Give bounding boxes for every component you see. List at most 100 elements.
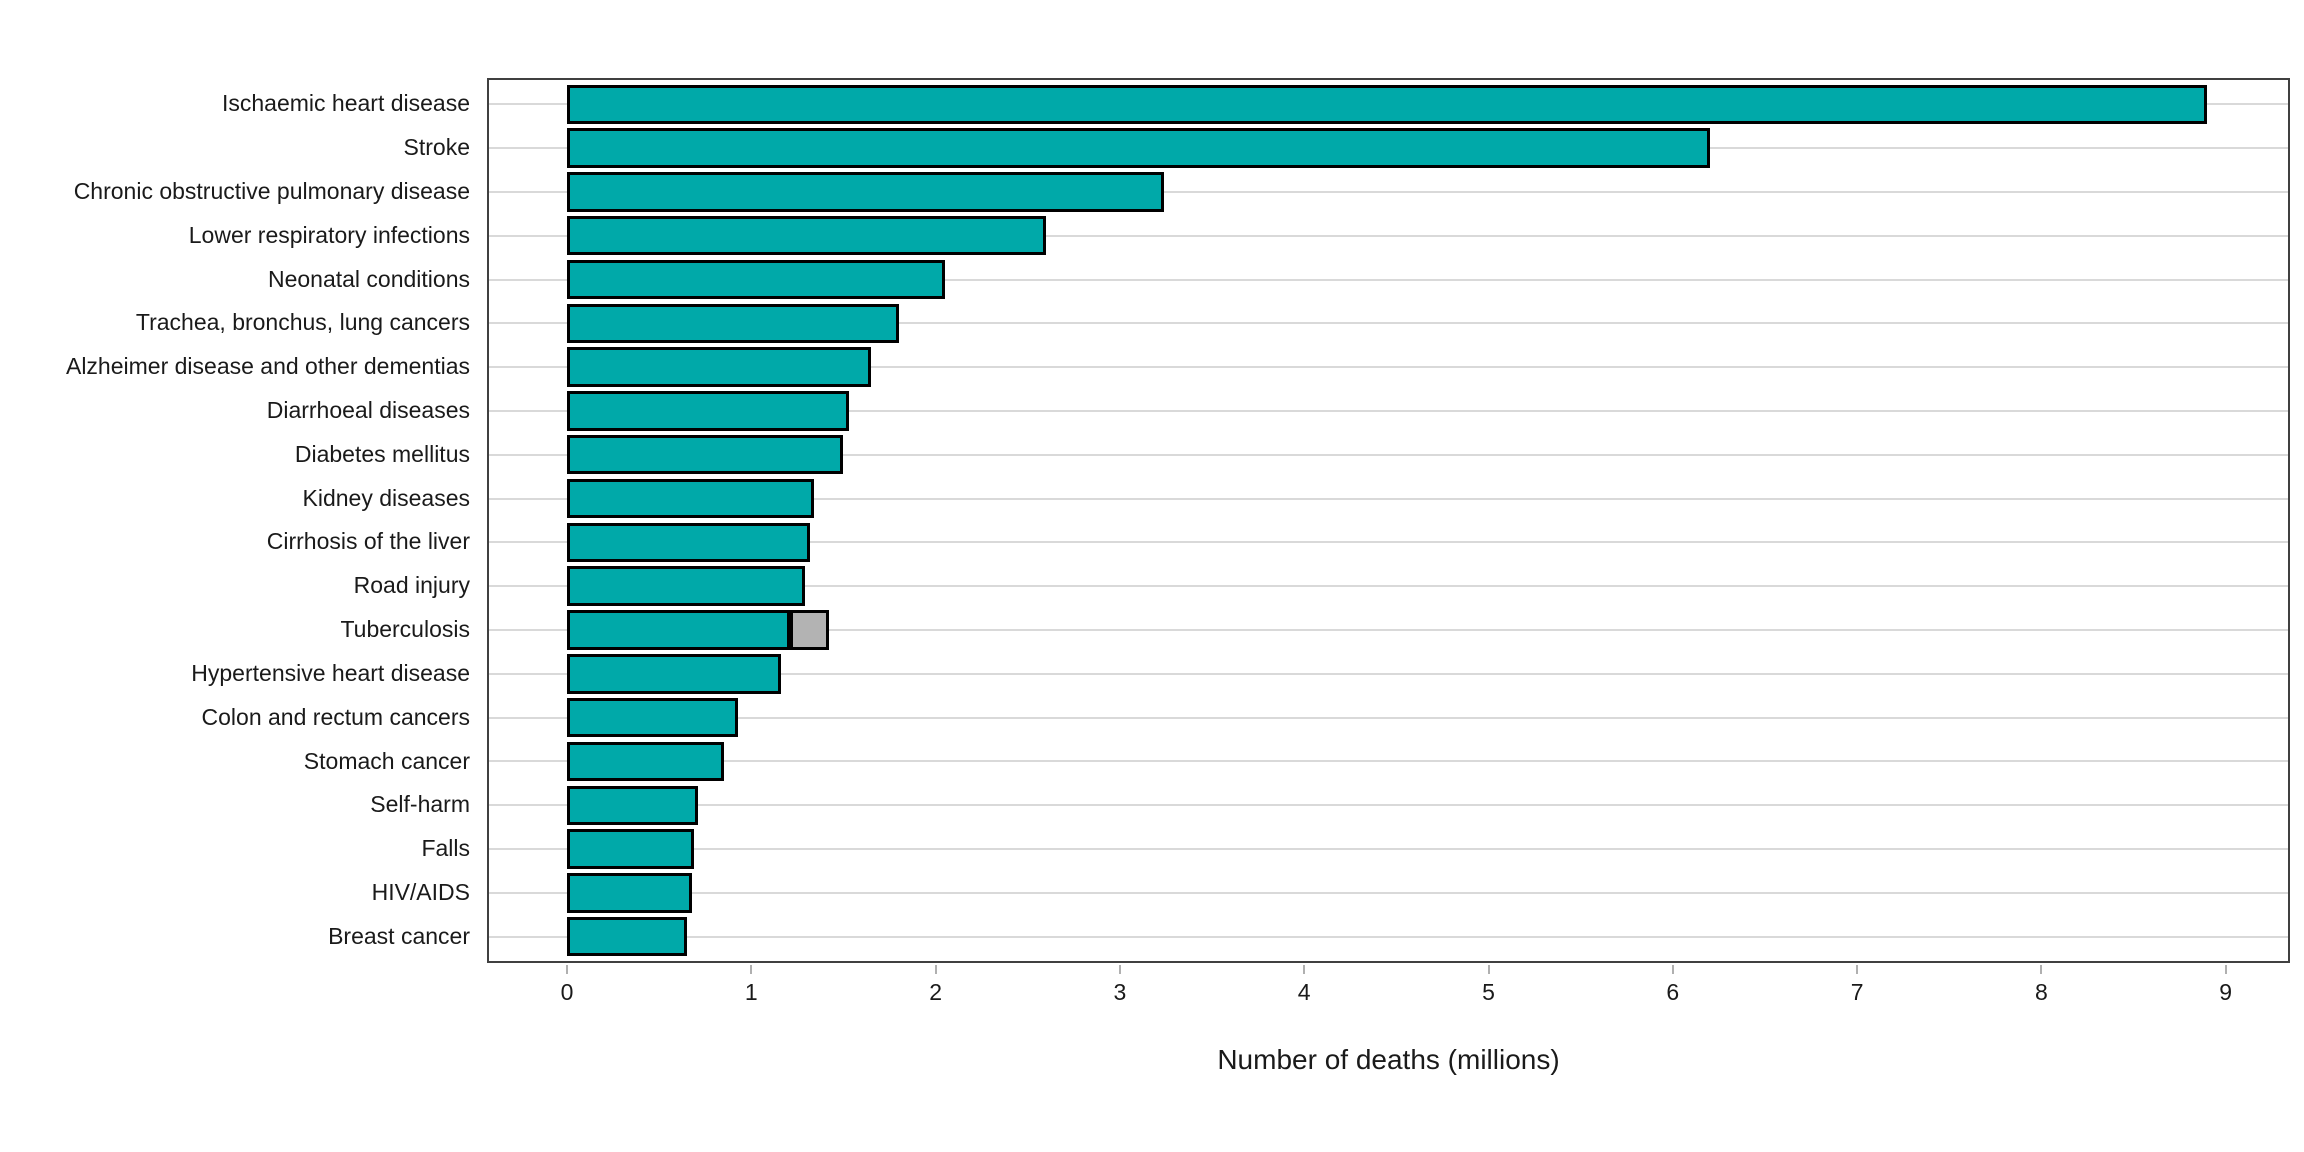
gridline <box>487 541 2290 544</box>
x-tick-label: 5 <box>1482 979 1495 1005</box>
bar-cirrhosis-of-the-liver <box>567 522 811 563</box>
gridline <box>487 190 2290 193</box>
bar-lower-respiratory-infections <box>567 216 1047 256</box>
gridline <box>487 672 2290 675</box>
chart-row: Alzheimer disease and other dementias <box>0 345 2304 389</box>
category-label: Chronic obstructive pulmonary disease <box>73 178 470 204</box>
x-tick-label: 8 <box>2034 979 2048 1005</box>
category-label: Breast cancer <box>328 922 470 949</box>
category-label: HIV/AIDS <box>371 878 470 905</box>
gridline <box>487 891 2290 894</box>
bar-alzheimer-disease-and-other-dementias <box>567 347 872 387</box>
x-tick-mark <box>2040 965 2043 974</box>
category-label: Falls <box>421 835 470 862</box>
bar-diabetes-mellitus <box>567 435 844 475</box>
category-label: Self-harm <box>370 791 470 818</box>
chart-row: Chronic obstructive pulmonary disease <box>0 170 2304 214</box>
chart-row: Lower respiratory infections <box>0 214 2304 258</box>
gridline <box>487 234 2290 237</box>
gridline <box>487 453 2290 456</box>
gridline <box>487 585 2290 588</box>
x-tick-mark <box>1671 965 1674 974</box>
bar-stomach-cancer <box>567 741 724 782</box>
chart-row: HIV/AIDS <box>0 871 2304 915</box>
x-tick-label: 1 <box>744 979 758 1005</box>
x-tick-label: 9 <box>2219 979 2233 1005</box>
chart-row: Falls <box>0 827 2304 871</box>
category-label: Ischaemic heart disease <box>221 90 470 117</box>
x-tick-label: 2 <box>929 979 942 1005</box>
category-label: Lower respiratory infections <box>188 221 470 248</box>
category-label: Diabetes mellitus <box>294 440 470 467</box>
gridline <box>487 716 2290 719</box>
chart-row: Tuberculosis <box>0 608 2304 652</box>
gridline <box>487 366 2290 369</box>
gridline <box>487 278 2290 281</box>
chart-row: Kidney diseases <box>0 477 2304 521</box>
category-label: Road injury <box>353 572 470 599</box>
category-label: Stroke <box>403 134 470 161</box>
x-tick-mark <box>934 965 937 974</box>
gridline <box>487 322 2290 325</box>
bar-colon-and-rectum-cancers <box>567 697 739 738</box>
category-label: Hypertensive heart disease <box>191 659 470 686</box>
bar-road-injury <box>567 566 805 606</box>
x-tick-label: 7 <box>1850 979 1864 1005</box>
bar-chronic-obstructive-pulmonary-disease <box>567 172 1165 212</box>
bar-hypertensive-heart-disease <box>567 654 781 694</box>
x-tick-label: 3 <box>1113 979 1127 1005</box>
bar-stroke <box>567 128 1710 168</box>
category-label: Cirrhosis of the liver <box>266 528 470 555</box>
gridline <box>487 804 2290 807</box>
chart-row: Road injury <box>0 564 2304 608</box>
x-tick-label: 4 <box>1297 979 1311 1005</box>
gridline <box>487 760 2290 763</box>
category-label: Alzheimer disease and other dementias <box>65 353 470 380</box>
chart-row: Cirrhosis of the liver <box>0 520 2304 564</box>
chart-row: Colon and rectum cancers <box>0 696 2304 740</box>
bar-tuberculosis-grey-extension <box>790 610 829 650</box>
gridline <box>487 848 2290 851</box>
bar-breast-cancer <box>567 916 687 957</box>
bar-self-harm <box>567 785 698 825</box>
bar-neonatal-conditions <box>567 259 945 300</box>
category-label: Tuberculosis <box>340 616 470 643</box>
gridline <box>487 409 2290 412</box>
x-tick-mark <box>750 965 753 974</box>
chart-row: Stroke <box>0 126 2304 170</box>
x-tick-label: 6 <box>1666 979 1680 1005</box>
category-label: Kidney diseases <box>302 484 471 511</box>
chart-row: Trachea, bronchus, lung cancers <box>0 301 2304 345</box>
x-axis-title: Number of deaths (millions) <box>1217 1044 1560 1075</box>
gridline <box>487 497 2290 500</box>
chart-row: Diarrhoeal diseases <box>0 389 2304 433</box>
category-label: Neonatal conditions <box>267 265 470 292</box>
gridline <box>487 935 2290 938</box>
bar-kidney-diseases <box>567 478 814 519</box>
chart-row: Ischaemic heart disease <box>0 82 2304 126</box>
bar-trachea-bronchus-lung-cancers <box>567 303 899 344</box>
category-label: Trachea, bronchus, lung cancers <box>135 309 470 336</box>
bar-ischaemic-heart-disease <box>567 84 2208 124</box>
category-label: Stomach cancer <box>303 747 470 774</box>
gridline <box>487 628 2290 631</box>
x-tick-mark <box>1303 965 1306 974</box>
chart-row: Breast cancer <box>0 915 2304 959</box>
chart-row: Diabetes mellitus <box>0 433 2304 477</box>
bar-hiv-aids <box>567 873 693 913</box>
chart-row: Neonatal conditions <box>0 258 2304 302</box>
x-tick-mark <box>1118 965 1121 974</box>
x-tick-mark <box>2224 965 2227 974</box>
chart-row: Self-harm <box>0 783 2304 827</box>
x-tick-mark <box>1856 965 1859 974</box>
bar-falls <box>567 829 695 869</box>
x-tick-label: 0 <box>560 979 574 1005</box>
x-tick-mark <box>566 965 568 974</box>
bar-tuberculosis <box>567 610 790 650</box>
x-tick-mark <box>1487 965 1490 974</box>
chart-row: Stomach cancer <box>0 740 2304 784</box>
chart-row: Hypertensive heart disease <box>0 652 2304 696</box>
category-label: Colon and rectum cancers <box>201 703 470 730</box>
category-label: Diarrhoeal diseases <box>266 397 470 424</box>
